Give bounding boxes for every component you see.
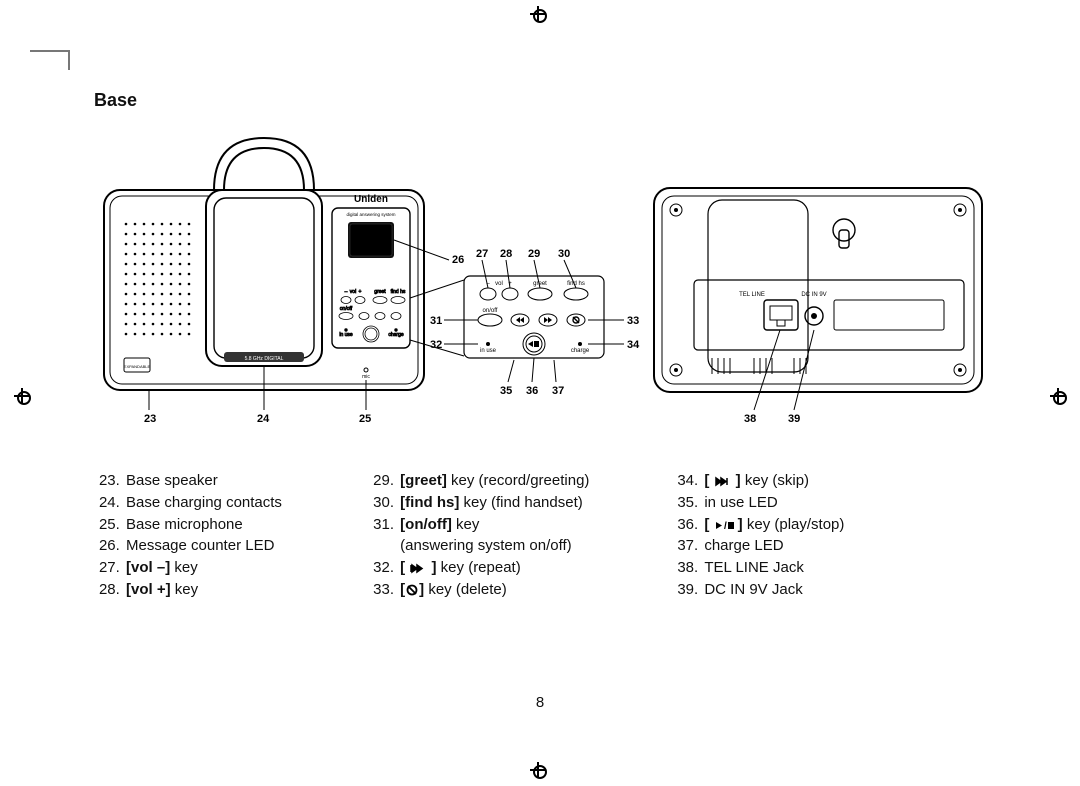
base-diagram: 5.8 GHz DIGITAL <box>94 130 994 430</box>
svg-text:35: 35 <box>500 385 512 397</box>
legend-24: Base charging contacts <box>124 492 362 514</box>
svg-text:Uniden: Uniden <box>354 194 388 205</box>
svg-text:find hs: find hs <box>567 281 585 287</box>
legend-25: Base microphone <box>124 514 362 536</box>
legend-35: in use LED <box>702 492 930 514</box>
svg-text:+: + <box>359 289 362 295</box>
svg-text:36: 36 <box>526 385 538 397</box>
legend-31: [on/off] key(answering system on/off) <box>398 514 666 558</box>
svg-text:38: 38 <box>744 413 756 425</box>
legend-30: [find hs] key (find handset) <box>398 492 666 514</box>
svg-text:mic: mic <box>362 374 370 380</box>
legend-39: DC IN 9V Jack <box>702 579 930 601</box>
crop-mark-h <box>30 50 70 52</box>
svg-text:29: 29 <box>528 248 540 260</box>
legend-29: [greet] key (record/greeting) <box>398 470 666 492</box>
registration-mark-left <box>14 388 30 404</box>
legend-26: Message counter LED <box>124 535 362 557</box>
base-front-view: 5.8 GHz DIGITAL <box>104 138 464 410</box>
svg-text:23: 23 <box>144 413 156 425</box>
svg-text:26: 26 <box>452 254 464 266</box>
page-number: 8 <box>0 694 1080 711</box>
svg-text:28: 28 <box>500 248 512 260</box>
svg-text:30: 30 <box>558 248 570 260</box>
svg-text:–: – <box>345 289 348 295</box>
svg-text:EXPANDABLE: EXPANDABLE <box>124 364 151 369</box>
registration-mark-right <box>1050 388 1066 404</box>
svg-text:5.8 GHz DIGITAL: 5.8 GHz DIGITAL <box>245 356 284 362</box>
svg-text:greet: greet <box>533 281 547 287</box>
svg-text:vol: vol <box>350 289 356 295</box>
legend-32: [ ] key (repeat) <box>398 557 666 579</box>
speaker-grill <box>120 216 194 346</box>
svg-text:25: 25 <box>359 413 371 425</box>
crop-mark-v <box>68 50 70 70</box>
svg-text:33: 33 <box>627 315 639 327</box>
legend-23: Base speaker <box>124 470 362 492</box>
svg-text:27: 27 <box>476 248 488 260</box>
svg-text:DC IN 9V: DC IN 9V <box>801 292 826 298</box>
svg-text:charge: charge <box>571 348 590 354</box>
svg-text:on/off: on/off <box>340 306 353 312</box>
legend: Base speaker Base charging contacts Base… <box>92 470 992 601</box>
svg-text:34: 34 <box>627 339 640 351</box>
legend-27: [vol –] key <box>124 557 362 579</box>
legend-37: charge LED <box>702 535 930 557</box>
svg-text:find hs: find hs <box>391 289 406 295</box>
svg-text:greet: greet <box>374 289 386 295</box>
svg-text:39: 39 <box>788 413 800 425</box>
section-title: Base <box>94 90 137 111</box>
svg-text:24: 24 <box>257 413 270 425</box>
registration-mark-top <box>530 6 546 22</box>
legend-28: [vol +] key <box>124 579 362 601</box>
base-back-view: TEL LINE DC IN 9V <box>654 188 982 410</box>
svg-text:31: 31 <box>430 315 442 327</box>
svg-text:digital answering system: digital answering system <box>346 212 395 217</box>
legend-33: [] key (delete) <box>398 579 666 601</box>
legend-38: TEL LINE Jack <box>702 557 930 579</box>
svg-text:37: 37 <box>552 385 564 397</box>
svg-text:in use: in use <box>480 348 497 354</box>
registration-mark-bottom <box>530 762 546 778</box>
svg-text:vol: vol <box>495 281 503 287</box>
svg-text:TEL LINE: TEL LINE <box>739 292 765 298</box>
manual-page: Base 5.8 GHz DIGITAL <box>0 0 1080 786</box>
svg-text:in use: in use <box>339 332 353 338</box>
legend-36: [ / ] key (play/stop) <box>702 514 930 536</box>
legend-34: [ ] key (skip) <box>702 470 930 492</box>
svg-text:on/off: on/off <box>483 308 498 314</box>
enlarged-button-panel: – vol + greet find hs on/off in u <box>444 260 624 382</box>
svg-text:32: 32 <box>430 339 442 351</box>
svg-text:charge: charge <box>388 332 404 338</box>
svg-text:/: / <box>724 521 727 531</box>
